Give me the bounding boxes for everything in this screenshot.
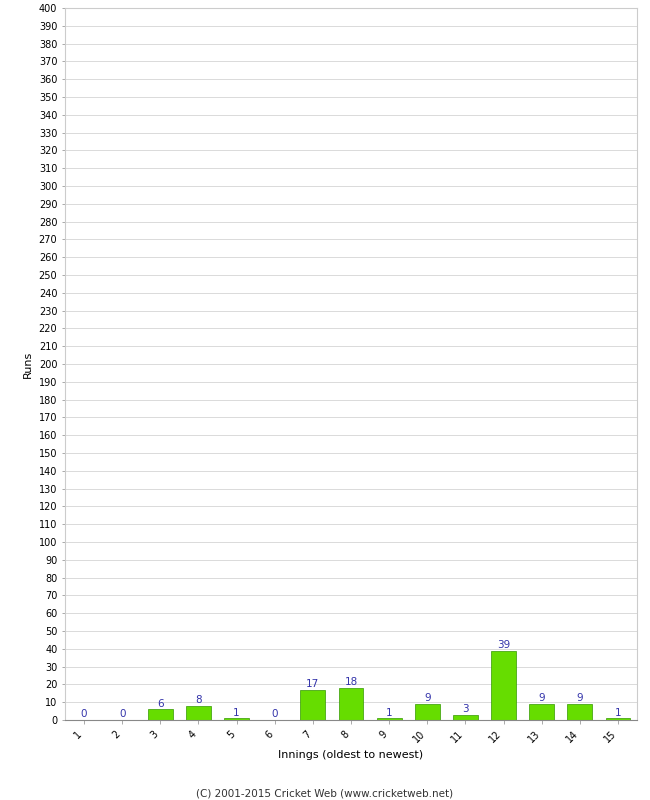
Bar (529, 704, 554, 720)
Text: 18: 18 (344, 678, 358, 687)
Bar (148, 710, 173, 720)
Text: (C) 2001-2015 Cricket Web (www.cricketweb.net): (C) 2001-2015 Cricket Web (www.cricketwe… (196, 788, 454, 798)
Text: 9: 9 (538, 694, 545, 703)
Text: 1: 1 (386, 707, 393, 718)
Text: 39: 39 (497, 640, 510, 650)
Bar (377, 718, 402, 720)
Text: 1: 1 (615, 707, 621, 718)
Bar (606, 718, 630, 720)
Bar (567, 704, 592, 720)
Text: 9: 9 (424, 694, 430, 703)
Text: 0: 0 (272, 710, 278, 719)
Bar (415, 704, 439, 720)
Bar (224, 718, 249, 720)
Text: 17: 17 (306, 679, 320, 689)
Text: 6: 6 (157, 698, 164, 709)
Text: 0: 0 (81, 710, 87, 719)
Bar (186, 706, 211, 720)
Bar (453, 714, 478, 720)
Text: 8: 8 (195, 695, 202, 705)
Bar (300, 690, 325, 720)
Y-axis label: Runs: Runs (23, 350, 33, 378)
Text: 0: 0 (119, 710, 125, 719)
Text: 9: 9 (577, 694, 583, 703)
Bar (491, 650, 516, 720)
Text: 3: 3 (462, 704, 469, 714)
Bar (339, 688, 363, 720)
X-axis label: Innings (oldest to newest): Innings (oldest to newest) (278, 750, 424, 761)
Text: 1: 1 (233, 707, 240, 718)
